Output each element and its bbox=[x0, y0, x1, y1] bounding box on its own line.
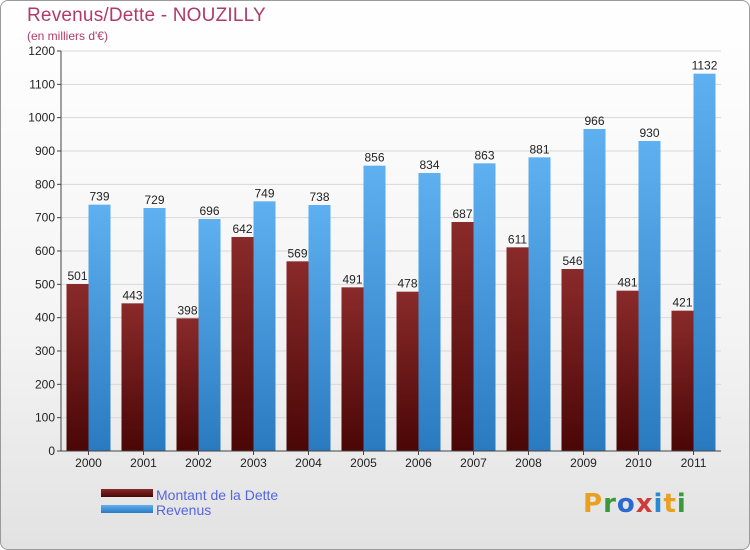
bar-dette bbox=[396, 291, 419, 451]
data-label: 696 bbox=[199, 204, 219, 218]
bar-dette bbox=[231, 237, 254, 451]
bar-dette bbox=[506, 247, 529, 451]
data-label: 687 bbox=[452, 207, 472, 221]
data-label: 930 bbox=[639, 126, 659, 140]
x-tick-label: 2000 bbox=[75, 456, 102, 470]
x-tick-label: 2003 bbox=[240, 456, 267, 470]
data-label: 739 bbox=[89, 190, 109, 204]
legend-swatch-revenus bbox=[101, 505, 153, 513]
bar-dette bbox=[671, 310, 694, 451]
chart-title: Revenus/Dette - NOUZILLY bbox=[27, 5, 266, 26]
legend-label-dette: Montant de la Dette bbox=[156, 487, 278, 503]
data-label: 501 bbox=[67, 269, 87, 283]
logo-letter: i bbox=[653, 489, 664, 519]
data-labels: 501 739 443 729 398 696 642 749 569 738 491 856 478 8… bbox=[67, 59, 717, 318]
proxiti-logo: Proxiti bbox=[583, 489, 687, 519]
legend: Montant de la Dette Revenus bbox=[101, 487, 278, 518]
data-label: 966 bbox=[584, 114, 604, 128]
bar-dette bbox=[176, 318, 199, 451]
data-label: 611 bbox=[508, 232, 527, 246]
bar-revenus bbox=[143, 208, 166, 451]
logo-letter: t bbox=[663, 489, 677, 519]
data-label: 443 bbox=[122, 288, 142, 302]
bar-dette bbox=[121, 303, 144, 451]
y-tick-label: 900 bbox=[35, 144, 55, 158]
logo-letter: i bbox=[676, 489, 687, 519]
y-tick-label: 500 bbox=[35, 277, 55, 291]
bar-revenus bbox=[473, 163, 496, 452]
data-label: 729 bbox=[144, 193, 164, 207]
bar-dette bbox=[66, 284, 89, 451]
y-tick-label: 300 bbox=[35, 344, 55, 358]
data-label: 481 bbox=[617, 276, 637, 290]
grid-lines bbox=[61, 50, 721, 452]
y-tick-label: 200 bbox=[35, 377, 55, 391]
legend-label-revenus: Revenus bbox=[156, 502, 211, 518]
bar-dette bbox=[286, 261, 309, 451]
data-label: 478 bbox=[397, 277, 417, 291]
bar-dette bbox=[561, 269, 584, 451]
y-tick-label: 1200 bbox=[28, 44, 55, 58]
bar-revenus bbox=[308, 205, 331, 451]
logo-letter: P bbox=[583, 489, 604, 519]
data-label: 569 bbox=[287, 246, 307, 260]
y-tick-label: 600 bbox=[35, 244, 55, 258]
logo-letter: o bbox=[616, 489, 636, 519]
x-tick-label: 2005 bbox=[350, 456, 377, 470]
legend-swatch-dette bbox=[101, 489, 153, 497]
bar-dette bbox=[341, 287, 364, 451]
y-tick-label: 1000 bbox=[28, 111, 55, 125]
bar-revenus bbox=[528, 157, 551, 452]
data-label: 856 bbox=[364, 151, 384, 165]
x-tick-label: 2002 bbox=[185, 456, 212, 470]
y-tick-label: 100 bbox=[35, 411, 55, 425]
bar-revenus bbox=[253, 201, 276, 451]
bar-dette bbox=[451, 222, 474, 451]
bars bbox=[66, 73, 716, 452]
data-label: 491 bbox=[342, 272, 362, 286]
bar-revenus bbox=[198, 219, 221, 451]
y-tick-label: 700 bbox=[35, 211, 55, 225]
data-label: 834 bbox=[419, 158, 439, 172]
data-label: 863 bbox=[474, 148, 494, 162]
y-tick-label: 1100 bbox=[29, 77, 55, 91]
x-tick-label: 2008 bbox=[515, 456, 542, 470]
x-tick-label: 2011 bbox=[681, 456, 707, 470]
data-label: 421 bbox=[672, 296, 692, 310]
logo-letter: x bbox=[635, 489, 654, 519]
data-label: 881 bbox=[529, 142, 549, 156]
data-label: 749 bbox=[254, 186, 274, 200]
x-tick-label: 2004 bbox=[295, 456, 322, 470]
x-tick-label: 2010 bbox=[625, 456, 652, 470]
x-tick-label: 2001 bbox=[130, 456, 157, 470]
bar-revenus bbox=[693, 73, 716, 452]
data-label: 738 bbox=[309, 190, 329, 204]
data-label: 398 bbox=[177, 303, 197, 317]
data-label: 1132 bbox=[692, 59, 718, 73]
bar-revenus bbox=[418, 173, 441, 451]
bar-revenus bbox=[638, 141, 661, 451]
bar-revenus bbox=[363, 165, 386, 451]
logo-letter: r bbox=[603, 489, 617, 519]
y-tick-label: 800 bbox=[35, 177, 55, 191]
y-tick-label: 0 bbox=[48, 444, 55, 458]
x-tick-label: 2007 bbox=[460, 456, 487, 470]
bar-revenus bbox=[88, 204, 111, 451]
bar-dette bbox=[616, 290, 639, 451]
bar-revenus bbox=[583, 129, 606, 451]
chart-subtitle: (en milliers d'€) bbox=[27, 29, 108, 43]
data-label: 642 bbox=[232, 222, 252, 236]
axes: 0 100 200 300 400 500 600 700 800 900 1000 1100 1200… bbox=[28, 44, 721, 470]
x-tick-label: 2009 bbox=[570, 456, 597, 470]
y-tick-label: 400 bbox=[35, 311, 55, 325]
data-label: 546 bbox=[562, 254, 582, 268]
x-tick-label: 2006 bbox=[405, 456, 432, 470]
